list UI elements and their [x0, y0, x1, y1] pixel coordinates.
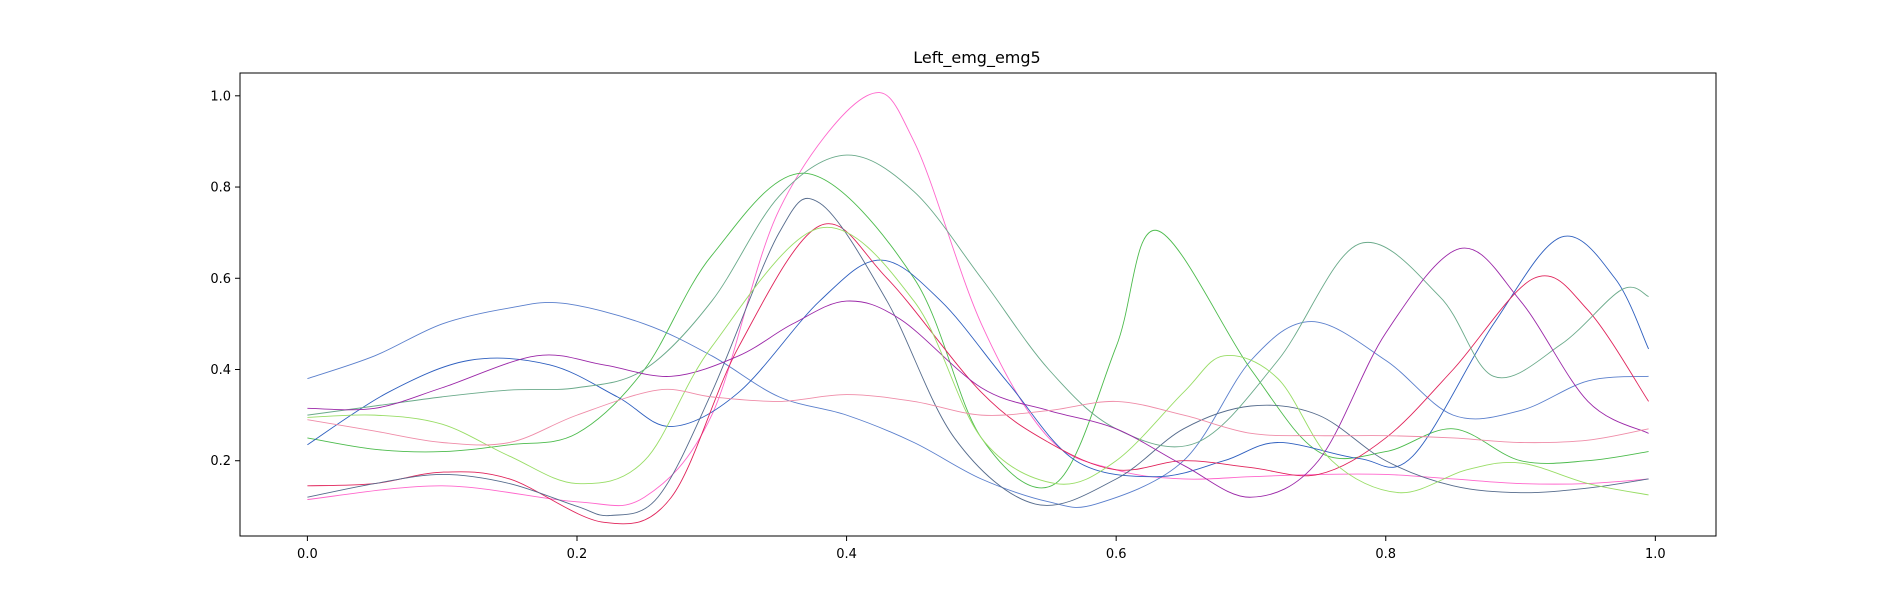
series-line-6: [307, 198, 1649, 517]
series-line-4: [307, 235, 1650, 478]
x-axis: 0.0 0.2 0.4 0.6 0.8 1.0: [297, 536, 1666, 562]
y-tick-label: 0.2: [210, 454, 231, 469]
series-line-7: [307, 154, 1649, 448]
chart-title: Left_emg_emg5: [913, 48, 1040, 68]
series-line-5: [307, 223, 1649, 525]
plot-lines: [307, 92, 1650, 525]
series-line-3: [307, 172, 1649, 489]
series-line-8: [307, 247, 1649, 498]
x-tick-label: 0.2: [567, 547, 588, 562]
y-tick-label: 0.4: [210, 363, 231, 378]
y-axis: 0.2 0.4 0.6 0.8 1.0: [210, 89, 240, 469]
series-line-1: [307, 92, 1649, 507]
x-tick-label: 0.4: [836, 547, 857, 562]
series-line-9: [307, 226, 1649, 496]
x-tick-label: 0.8: [1375, 547, 1396, 562]
y-tick-label: 0.8: [210, 181, 231, 196]
x-tick-label: 1.0: [1645, 547, 1666, 562]
series-line-10: [307, 388, 1649, 446]
x-tick-label: 0.0: [297, 547, 318, 562]
plot-frame: [239, 72, 1717, 537]
y-tick-label: 1.0: [210, 89, 231, 104]
y-tick-label: 0.6: [210, 272, 231, 287]
x-tick-label: 0.6: [1106, 547, 1127, 562]
series-line-2: [307, 302, 1649, 508]
